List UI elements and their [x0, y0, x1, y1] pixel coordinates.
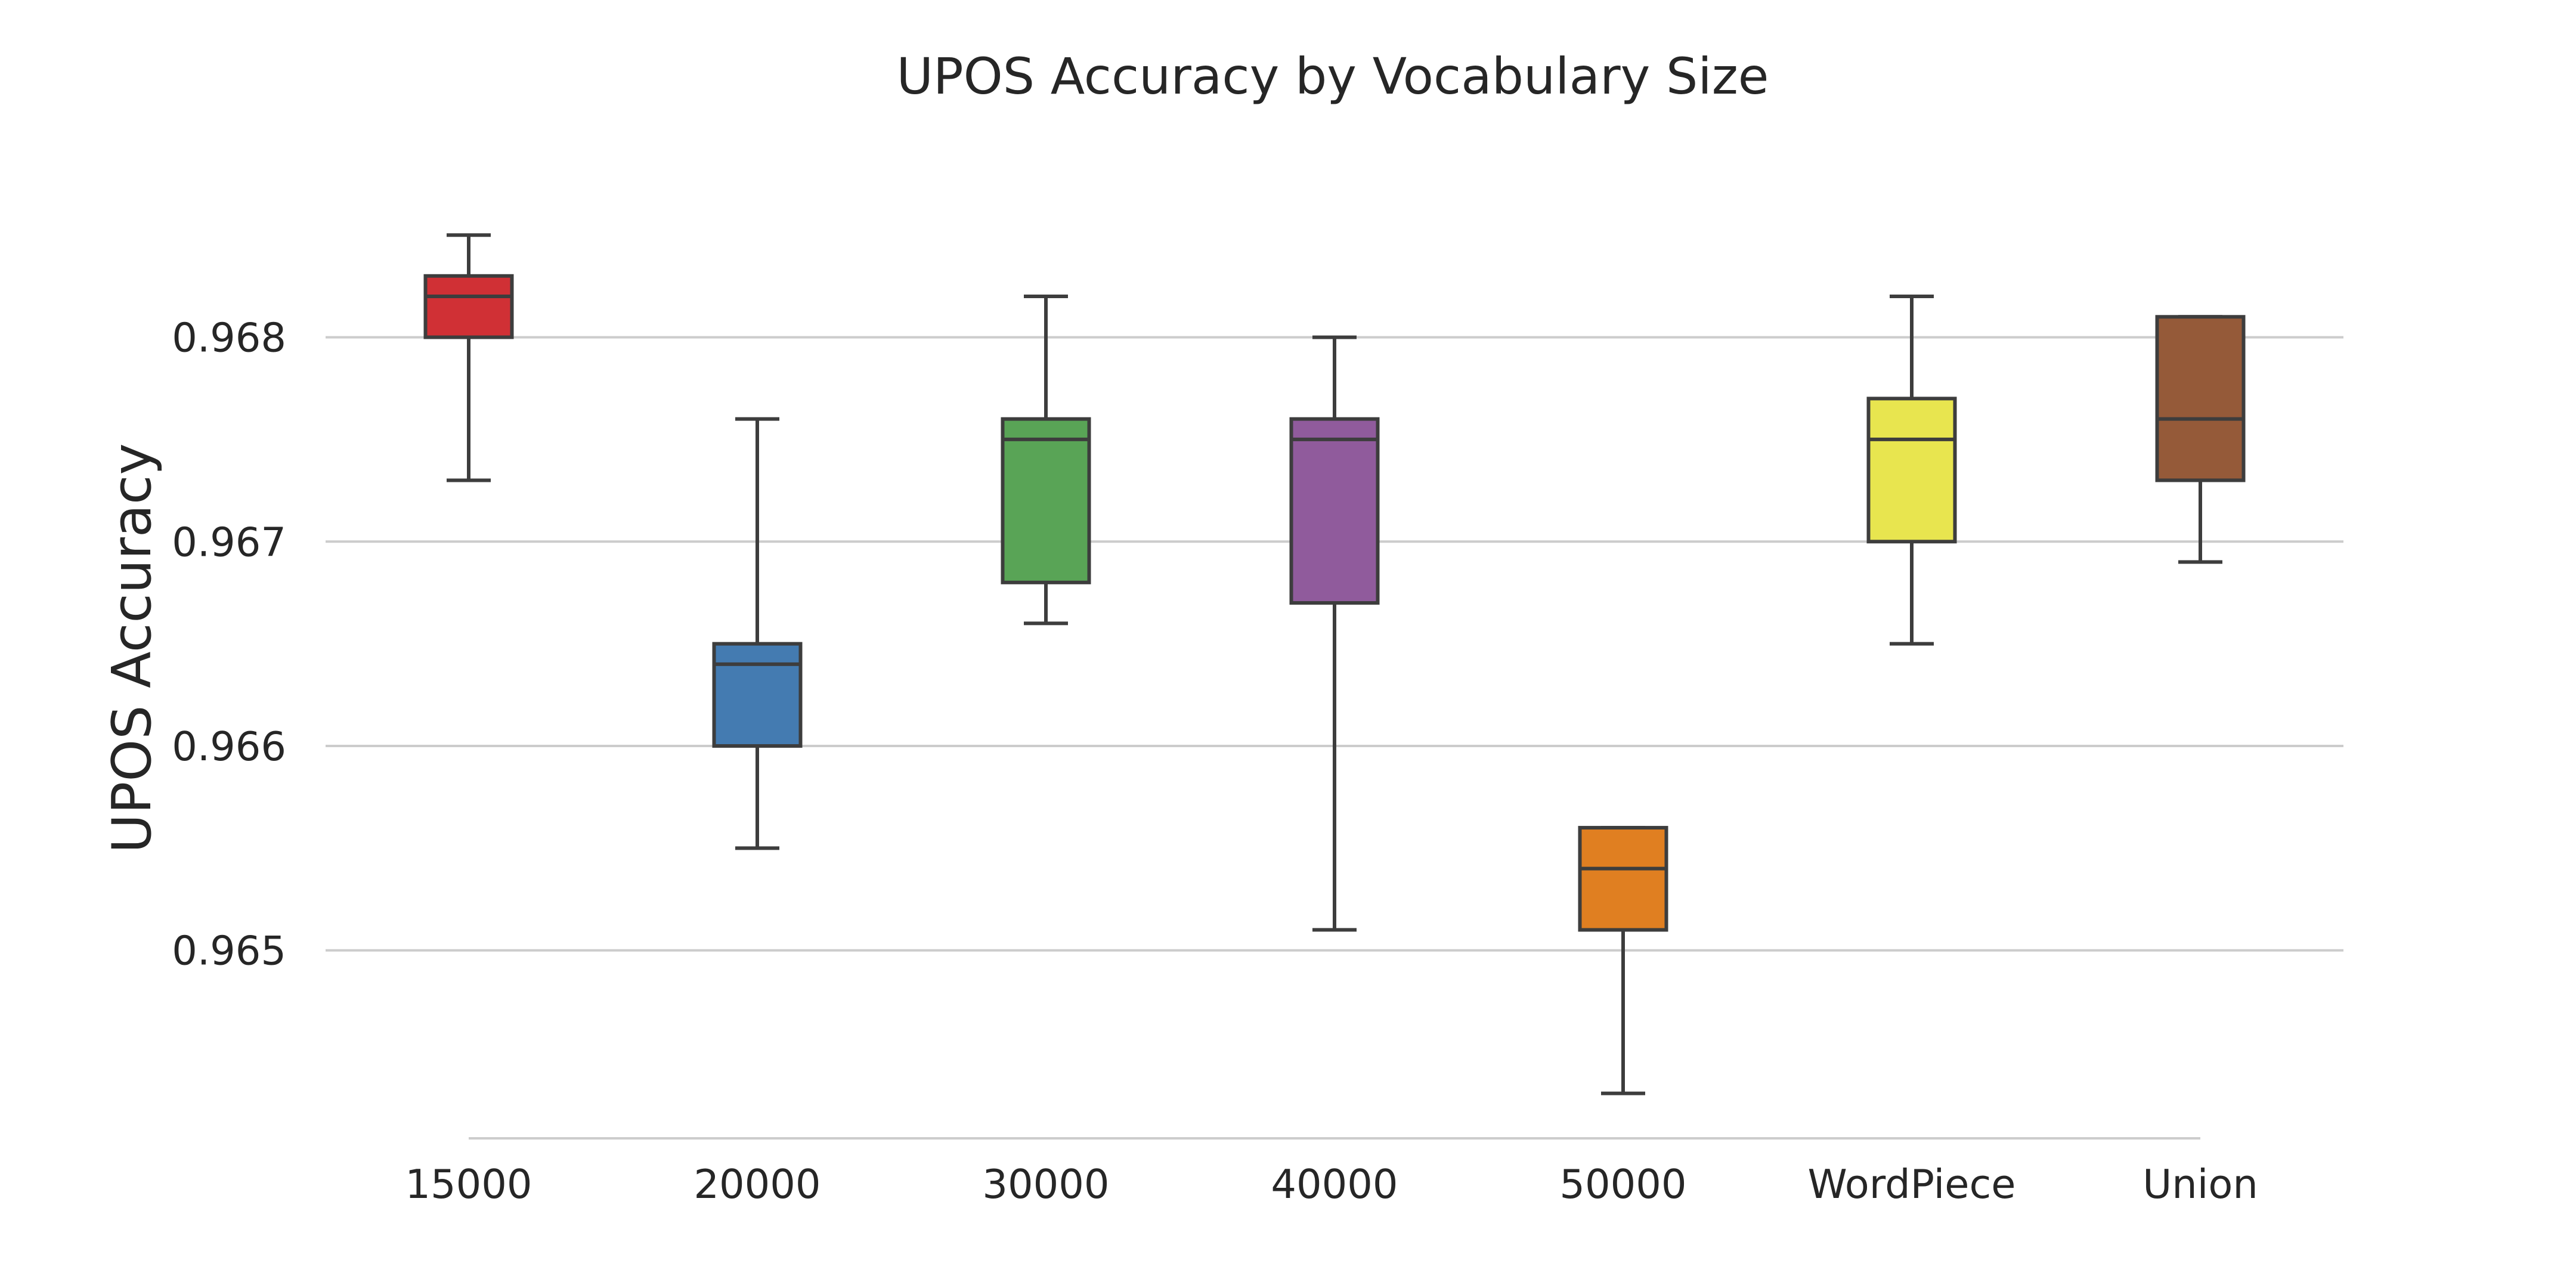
box-group-30000 — [1001, 295, 1091, 626]
y-tick-label: 0.965 — [172, 928, 286, 974]
box-group-15000 — [423, 233, 514, 482]
iqr-box — [2155, 315, 2246, 482]
iqr-box — [423, 274, 514, 339]
x-tick-layer: 15000 20000 30000 40000 50000 WordPiece Union — [405, 1161, 2258, 1208]
y-tick-label: 0.967 — [172, 519, 286, 565]
iqr-box — [1289, 417, 1380, 605]
x-tick-label: Union — [2142, 1161, 2258, 1208]
iqr-box — [1866, 397, 1957, 544]
x-tick-label: 50000 — [1559, 1161, 1686, 1208]
x-tick-label: 15000 — [405, 1161, 532, 1208]
chart-title: UPOS Accuracy by Vocabulary Size — [897, 47, 1769, 106]
y-tick-layer: 0.965 0.966 0.967 0.968 — [172, 315, 286, 974]
y-axis-label: UPOS Accuracy — [101, 443, 163, 853]
box-group-50000 — [1578, 826, 1668, 1095]
x-tick-label: WordPiece — [1807, 1161, 2015, 1208]
x-tick-label: 30000 — [982, 1161, 1109, 1208]
box-group-20000 — [712, 417, 803, 850]
box-group-40000 — [1289, 335, 1380, 932]
box-layer — [423, 233, 2246, 1095]
iqr-box — [1578, 826, 1668, 932]
x-tick-label: 40000 — [1271, 1161, 1398, 1208]
box-group-Union — [2155, 315, 2246, 564]
y-tick-label: 0.968 — [172, 315, 286, 361]
box-group-WordPiece — [1866, 295, 1957, 646]
iqr-box — [712, 642, 803, 748]
iqr-box — [1001, 417, 1091, 584]
x-tick-label: 20000 — [693, 1161, 821, 1208]
y-tick-label: 0.966 — [172, 723, 286, 770]
